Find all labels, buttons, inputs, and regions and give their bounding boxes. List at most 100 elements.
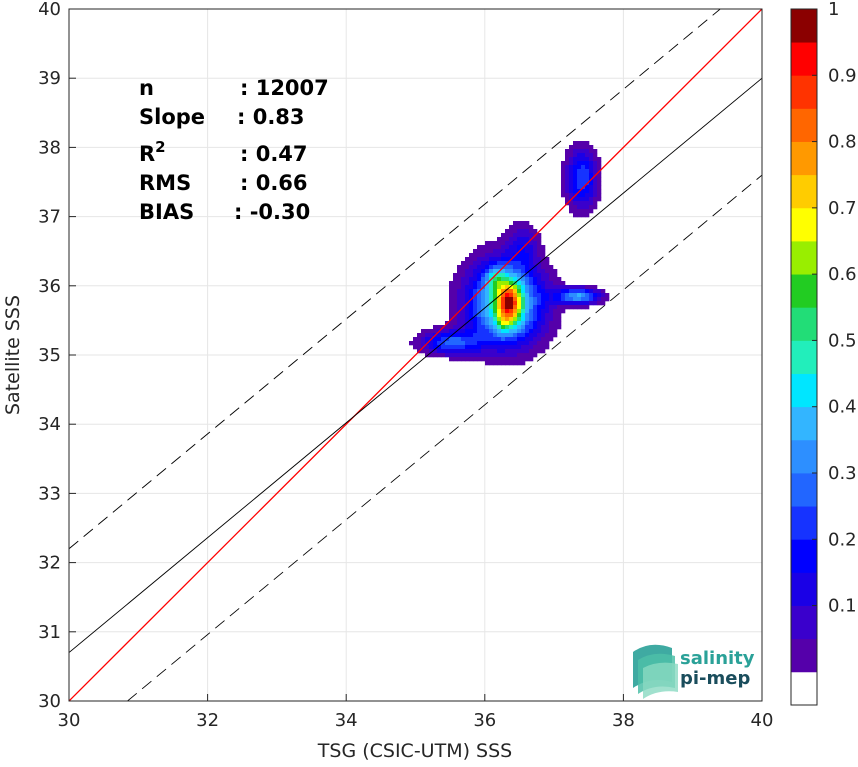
density-cell <box>449 353 454 358</box>
density-cell <box>577 149 582 154</box>
density-cell <box>581 149 586 154</box>
density-cell <box>485 301 490 306</box>
density-cell <box>497 265 502 270</box>
density-cell <box>493 281 498 286</box>
density-cell <box>573 205 578 210</box>
density-cell <box>537 245 542 250</box>
density-cell <box>565 177 570 182</box>
density-cell <box>533 277 538 282</box>
density-cell <box>469 309 474 314</box>
density-cell <box>573 297 578 302</box>
density-cell <box>457 329 462 334</box>
density-cell <box>601 289 606 294</box>
density-cell <box>509 229 514 234</box>
density-cell <box>601 297 606 302</box>
statistics-box: n: 12007 Slope: 0.83 R2: 0.47 RMS: 0.66 BIAS… <box>139 76 329 224</box>
density-cell <box>433 341 438 346</box>
density-cell <box>529 337 534 342</box>
density-cell <box>545 341 550 346</box>
density-cell <box>545 265 550 270</box>
density-cell <box>537 241 542 246</box>
colorbar-segment <box>791 473 817 507</box>
density-cell <box>501 301 506 306</box>
density-cell <box>553 293 558 298</box>
density-cell <box>497 301 502 306</box>
density-cell <box>509 281 514 286</box>
density-cell <box>581 205 586 210</box>
density-cell <box>585 149 590 154</box>
density-cell <box>533 297 538 302</box>
density-cell <box>573 289 578 294</box>
density-cell <box>501 313 506 318</box>
density-cell <box>441 333 446 338</box>
density-cell <box>417 345 422 350</box>
density-cell <box>457 321 462 326</box>
density-cell <box>581 197 586 202</box>
density-cell <box>505 253 510 258</box>
density-cell <box>569 289 574 294</box>
density-cell <box>493 325 498 330</box>
density-cell <box>481 353 486 358</box>
density-cell <box>501 281 506 286</box>
density-cell <box>513 237 518 242</box>
colorbar-segment <box>791 9 817 43</box>
density-cell <box>541 333 546 338</box>
density-cell <box>553 333 558 338</box>
density-cell <box>541 253 546 258</box>
density-cell <box>521 293 526 298</box>
density-cell <box>597 193 602 198</box>
density-cell <box>533 273 538 278</box>
density-cell <box>553 309 558 314</box>
density-cell <box>517 285 522 290</box>
colorbar-segment <box>791 373 817 408</box>
density-cell <box>565 193 570 198</box>
density-cell <box>529 229 534 234</box>
density-cell <box>513 333 518 338</box>
density-cell <box>545 273 550 278</box>
density-cell <box>561 297 566 302</box>
density-cell <box>533 293 538 298</box>
density-cell <box>453 289 458 294</box>
density-cell <box>489 273 494 278</box>
density-cell <box>533 341 538 346</box>
density-cell <box>525 309 530 314</box>
density-cell <box>513 297 518 302</box>
density-cell <box>477 329 482 334</box>
density-cell <box>469 349 474 354</box>
density-cell <box>409 341 414 346</box>
density-cell <box>569 285 574 290</box>
density-cell <box>577 153 582 158</box>
density-cell <box>441 345 446 350</box>
density-cell <box>493 305 498 310</box>
density-cell <box>481 341 486 346</box>
density-cell <box>549 321 554 326</box>
density-cell <box>533 265 538 270</box>
density-cell <box>593 197 598 202</box>
density-cell <box>517 253 522 258</box>
density-cell <box>529 265 534 270</box>
density-cell <box>569 181 574 186</box>
density-cell <box>501 297 506 302</box>
density-cell <box>537 253 542 258</box>
density-cell <box>497 277 502 282</box>
density-cell <box>433 349 438 354</box>
density-cell <box>513 277 518 282</box>
density-cell <box>473 257 478 262</box>
density-cell <box>453 337 458 342</box>
density-cell <box>489 293 494 298</box>
density-cell <box>569 185 574 190</box>
density-cell <box>581 301 586 306</box>
density-cell <box>489 253 494 258</box>
density-cell <box>425 349 430 354</box>
stat-value: : 0.47 <box>240 142 308 166</box>
density-cell <box>441 353 446 358</box>
density-cell <box>593 165 598 170</box>
density-cell <box>517 289 522 294</box>
density-cell <box>565 185 570 190</box>
density-cell <box>437 341 442 346</box>
density-cell <box>541 349 546 354</box>
density-cell <box>501 277 506 282</box>
density-cell <box>461 309 466 314</box>
density-cell <box>481 297 486 302</box>
density-cell <box>589 293 594 298</box>
